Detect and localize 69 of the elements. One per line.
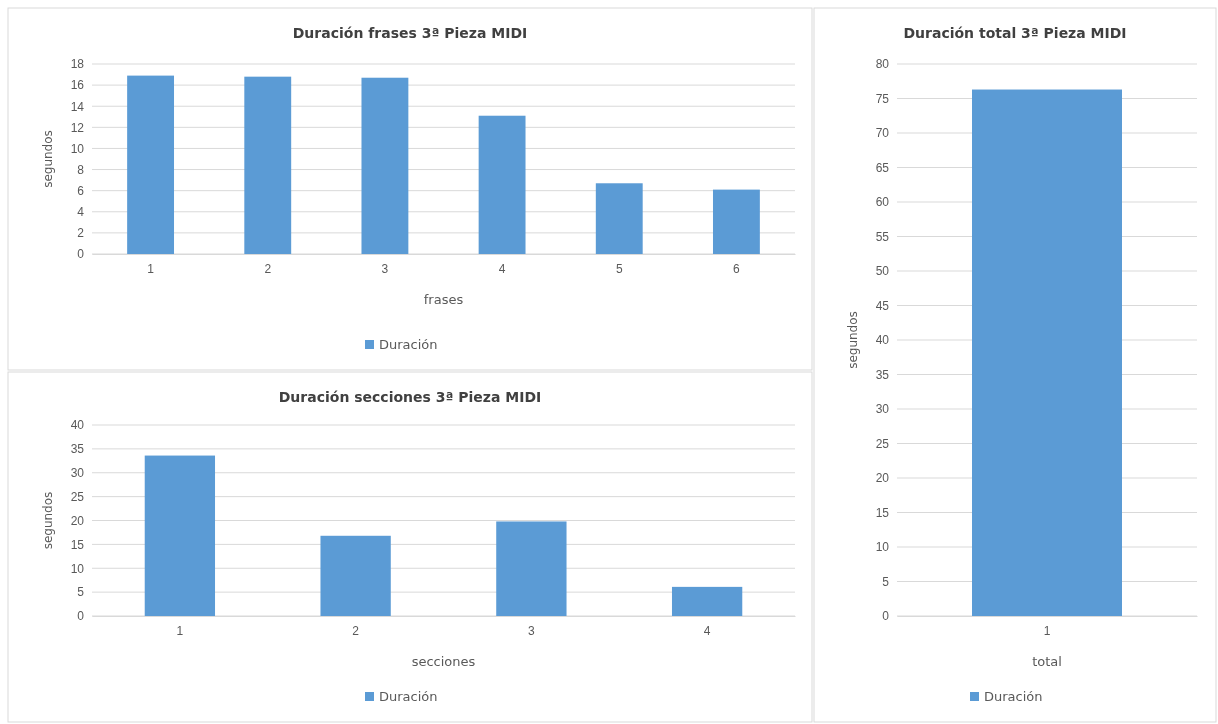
- y-tick-label: 20: [70, 513, 85, 528]
- y-tick-label: 55: [875, 229, 890, 244]
- x-tick-label: 6: [733, 261, 741, 276]
- y-tick-label: 70: [875, 126, 890, 141]
- x-tick-label: 4: [703, 623, 711, 638]
- y-tick-label: 35: [875, 367, 890, 382]
- y-tick-label: 18: [70, 57, 85, 72]
- bar: [144, 455, 216, 616]
- bar: [478, 115, 526, 254]
- y-tick-label: 30: [70, 466, 85, 481]
- y-tick-label: 10: [70, 561, 85, 576]
- y-axis-title: segundos: [846, 311, 860, 369]
- x-axis-title: total: [1032, 654, 1062, 669]
- y-tick-label: 15: [875, 505, 890, 520]
- bar: [320, 535, 391, 616]
- y-tick-label: 8: [77, 162, 85, 177]
- y-tick-label: 40: [875, 333, 890, 348]
- y-tick-label: 10: [70, 141, 85, 156]
- x-axis-title: secciones: [411, 654, 476, 669]
- legend-label: Duración: [984, 689, 1043, 704]
- bar: [671, 586, 743, 616]
- bar: [595, 183, 643, 254]
- legend-label: Duración: [379, 337, 438, 352]
- x-tick-label: 4: [498, 261, 506, 276]
- y-tick-label: 25: [70, 489, 85, 504]
- y-tick-label: 16: [70, 78, 85, 93]
- y-tick-label: 5: [77, 585, 85, 600]
- x-tick-label: 2: [264, 261, 272, 276]
- x-tick-label: 3: [381, 261, 389, 276]
- y-tick-label: 30: [875, 402, 890, 417]
- bar: [496, 521, 567, 616]
- bar: [127, 75, 175, 254]
- bar: [712, 189, 760, 254]
- y-tick-label: 25: [875, 436, 890, 451]
- y-tick-label: 12: [70, 120, 85, 135]
- legend-label: Duración: [379, 689, 438, 704]
- y-tick-label: 60: [875, 195, 890, 210]
- y-tick-label: 75: [875, 91, 890, 106]
- x-tick-label: 3: [528, 623, 536, 638]
- chart-title: Duración secciones 3ª Pieza MIDI: [278, 389, 542, 405]
- y-tick-label: 35: [70, 442, 85, 457]
- y-tick-label: 6: [77, 184, 85, 199]
- chart-title: Duración frases 3ª Pieza MIDI: [292, 25, 528, 41]
- y-tick-label: 50: [875, 264, 890, 279]
- y-tick-label: 0: [882, 609, 890, 624]
- x-tick-label: 1: [1043, 623, 1051, 638]
- y-tick-label: 4: [77, 205, 85, 220]
- chart-title: Duración total 3ª Pieza MIDI: [903, 25, 1127, 41]
- y-tick-label: 2: [77, 226, 85, 241]
- y-axis-title: segundos: [41, 130, 55, 188]
- x-tick-label: 1: [147, 261, 155, 276]
- y-tick-label: 20: [875, 471, 890, 486]
- bar: [244, 76, 292, 254]
- y-tick-label: 0: [77, 247, 85, 262]
- y-tick-label: 14: [70, 99, 85, 114]
- y-tick-label: 80: [875, 57, 890, 72]
- bar: [361, 77, 409, 254]
- y-tick-label: 0: [77, 609, 85, 624]
- y-tick-label: 45: [875, 298, 890, 313]
- y-tick-label: 65: [875, 160, 890, 175]
- y-tick-label: 40: [70, 418, 85, 433]
- y-axis-title: segundos: [41, 491, 55, 550]
- y-tick-label: 15: [70, 537, 85, 552]
- y-tick-label: 10: [875, 540, 890, 555]
- y-tick-label: 5: [882, 574, 890, 589]
- x-axis-title: frases: [423, 292, 464, 307]
- x-tick-label: 2: [352, 623, 360, 638]
- x-tick-label: 1: [176, 623, 184, 638]
- x-tick-label: 5: [615, 261, 623, 276]
